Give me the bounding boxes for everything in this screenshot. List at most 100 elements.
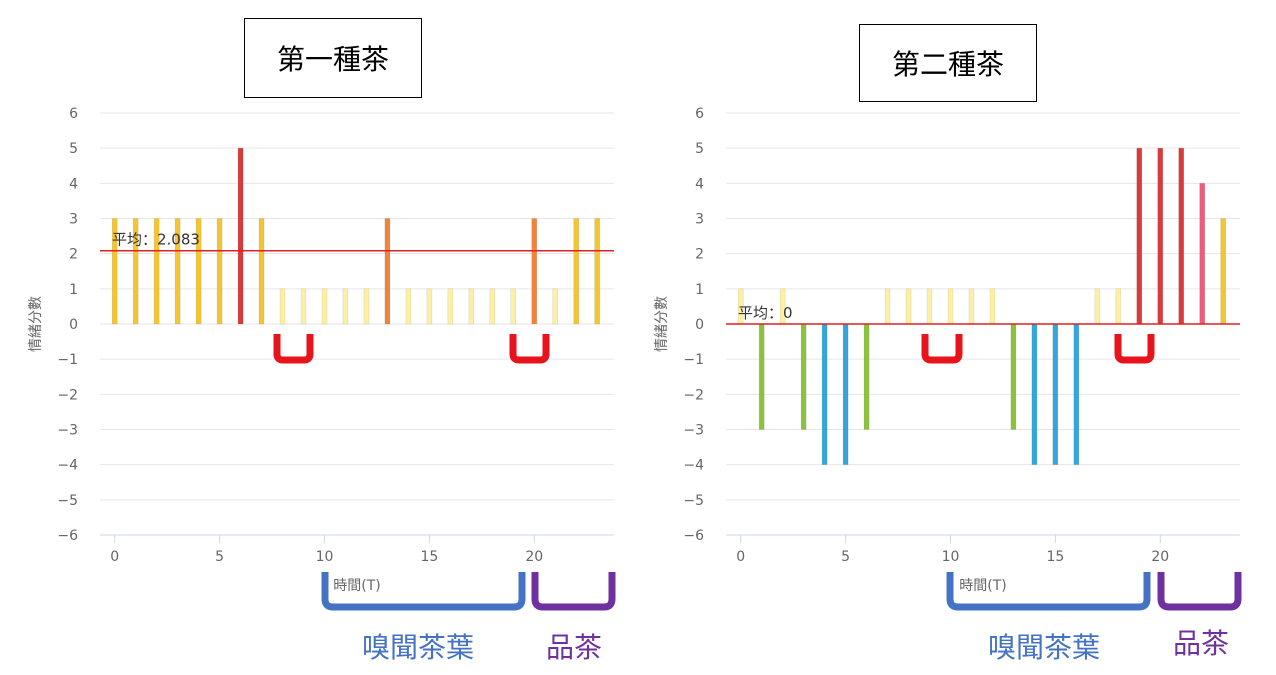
bar	[132, 218, 139, 325]
x-tick-label: 0	[736, 549, 745, 565]
bar	[989, 288, 996, 325]
pause-bracket	[509, 334, 550, 364]
x-tick-label: 0	[110, 549, 119, 565]
y-tick-label: 6	[695, 106, 704, 122]
y-tick-label: −3	[683, 423, 704, 439]
x-axis-title: 時間(T)	[959, 578, 1006, 594]
y-axis-title: 情緒分數	[28, 296, 44, 352]
bar	[552, 288, 559, 325]
bar	[594, 218, 601, 325]
pause-bracket	[273, 334, 314, 364]
bar	[821, 323, 828, 465]
bar	[842, 323, 849, 465]
bar	[342, 288, 349, 325]
y-tick-label: 0	[695, 317, 704, 333]
bar	[153, 218, 160, 325]
y-tick-label: 6	[69, 106, 78, 122]
bar	[111, 218, 118, 325]
bar	[1220, 218, 1227, 325]
bar	[531, 218, 538, 325]
y-tick-label: 5	[69, 141, 78, 157]
bar	[1157, 147, 1164, 325]
chart-title-second-tea: 第二種茶	[859, 24, 1037, 102]
y-tick-label: −2	[683, 387, 704, 403]
y-tick-label: −4	[57, 458, 78, 474]
y-tick-label: −6	[683, 528, 704, 544]
y-tick-label: −5	[683, 493, 704, 509]
y-tick-label: 3	[69, 212, 78, 228]
y-tick-label: 1	[695, 282, 704, 298]
x-tick-label: 20	[525, 549, 543, 565]
bar	[258, 218, 265, 325]
y-tick-label: −2	[57, 387, 78, 403]
bar	[300, 288, 307, 325]
bar	[447, 288, 454, 325]
y-tick-label: −6	[57, 528, 78, 544]
bar	[1199, 183, 1206, 325]
bar	[384, 218, 391, 325]
bar	[468, 288, 475, 325]
bar	[237, 147, 244, 325]
bar	[1052, 323, 1059, 465]
pause-bracket	[1114, 334, 1155, 364]
bar	[1115, 288, 1122, 325]
y-tick-label: 5	[695, 141, 704, 157]
y-tick-label: −1	[683, 352, 704, 368]
y-tick-label: 4	[695, 176, 704, 192]
bar	[758, 323, 765, 430]
bar	[321, 288, 328, 325]
x-tick-label: 10	[942, 549, 960, 565]
average-label: 平均：2.083	[112, 231, 200, 249]
bar	[1073, 323, 1080, 465]
phase-label-taste-tea-1: 品茶	[546, 631, 603, 664]
x-tick-label: 15	[1046, 549, 1064, 565]
y-tick-label: 2	[69, 247, 78, 263]
bar	[216, 218, 223, 325]
y-tick-label: −3	[57, 423, 78, 439]
bar	[363, 288, 370, 325]
y-tick-label: −1	[57, 352, 78, 368]
phase-bracket-taste	[531, 572, 616, 611]
bar	[1178, 147, 1185, 325]
bar	[926, 288, 933, 325]
y-axis-title: 情緒分數	[654, 296, 670, 352]
bar	[489, 288, 496, 325]
y-tick-label: 0	[69, 317, 78, 333]
bar	[279, 288, 286, 325]
bar	[1010, 323, 1017, 430]
y-tick-label: −5	[57, 493, 78, 509]
pause-bracket	[921, 334, 963, 364]
bar	[1094, 288, 1101, 325]
x-tick-label: 10	[316, 549, 334, 565]
average-label: 平均：0	[738, 304, 793, 322]
bar	[510, 288, 517, 325]
y-tick-label: 2	[695, 247, 704, 263]
chart-title-first-tea: 第一種茶	[244, 18, 422, 98]
bar	[905, 288, 912, 325]
phase-bracket-taste	[1157, 572, 1242, 611]
bar	[863, 323, 870, 430]
y-tick-label: −4	[683, 458, 704, 474]
phase-label-smell-tea-leaves-1: 嗅聞茶葉	[362, 631, 475, 664]
phase-label-taste-tea-2: 品茶	[1173, 627, 1230, 660]
y-tick-label: 4	[69, 176, 78, 192]
bar	[884, 288, 891, 325]
phase-bracket-smell	[946, 572, 1151, 611]
phase-bracket-smell	[321, 572, 526, 611]
bar	[405, 288, 412, 325]
bar	[968, 288, 975, 325]
bar	[1136, 147, 1143, 325]
x-tick-label: 20	[1151, 549, 1169, 565]
bar	[1031, 323, 1038, 465]
bar	[174, 218, 181, 325]
x-tick-label: 5	[841, 549, 850, 565]
y-tick-label: 3	[695, 212, 704, 228]
x-tick-label: 5	[215, 549, 224, 565]
bar	[426, 288, 433, 325]
y-tick-label: 1	[69, 282, 78, 298]
bar	[195, 218, 202, 325]
phase-label-smell-tea-leaves-2: 嗅聞茶葉	[988, 631, 1101, 664]
